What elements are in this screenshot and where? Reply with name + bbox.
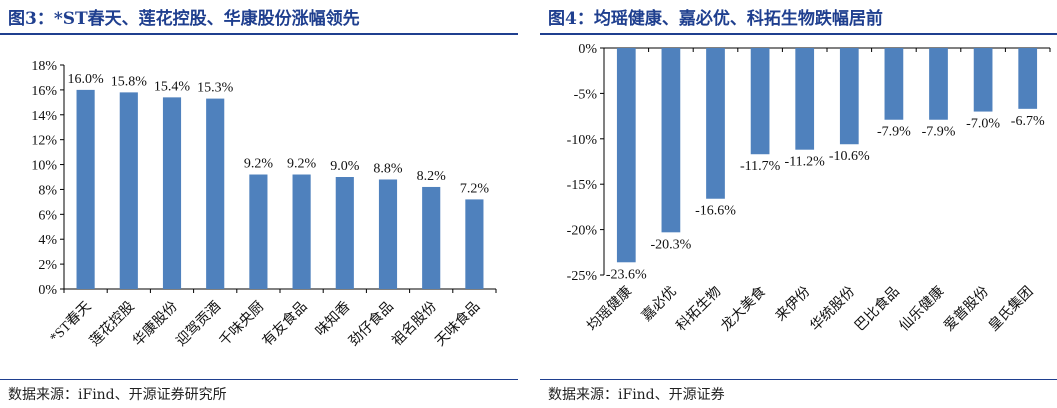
category-label: 皇氏集团 [985, 283, 1037, 335]
bar [884, 48, 904, 120]
y-tick-label: 4% [38, 233, 57, 248]
y-tick-label: -15% [567, 178, 598, 193]
category-label: 华统股份 [807, 284, 858, 335]
bar [119, 92, 138, 289]
y-tick-label: 14% [31, 109, 57, 124]
data-label: -11.7% [740, 159, 781, 174]
category-label: 华康股份 [129, 298, 181, 350]
y-tick-label: 2% [38, 258, 57, 273]
bar [973, 48, 993, 112]
chart-title: 图3：*ST春天、莲花控股、华康股份涨幅领先 [8, 9, 360, 29]
chart-title: 图4：均瑶健康、嘉必优、科拓生物跌幅居前 [548, 9, 883, 29]
data-label: 9.2% [244, 157, 274, 172]
data-label: -6.7% [1011, 114, 1045, 129]
category-label: 龙大美食 [717, 283, 769, 335]
data-label: 9.2% [287, 157, 317, 172]
bar [335, 177, 354, 289]
category-label: 莲花控股 [87, 299, 138, 350]
category-label: 千味央厨 [216, 299, 267, 350]
data-label: -16.6% [695, 204, 736, 219]
y-tick-label: 10% [31, 159, 57, 174]
data-label: -10.6% [829, 149, 870, 164]
bar [206, 98, 225, 289]
data-label: 15.3% [197, 81, 234, 96]
y-tick-label: 6% [38, 208, 57, 223]
y-tick-label: -10% [567, 133, 598, 148]
y-tick-label: 16% [31, 84, 57, 99]
data-label: -7.9% [877, 125, 911, 140]
y-tick-label: 0% [38, 283, 57, 298]
category-label: 来伊份 [773, 284, 814, 325]
chart-panel-right: 图4：均瑶健康、嘉必优、科拓生物跌幅居前 0% -5% -10% -15% -20% -2… [540, 0, 1057, 408]
chart-panel-left: 图3：*ST春天、莲花控股、华康股份涨幅领先 0% 2% 4% 6% 8% 10% 12% 1… [0, 0, 518, 408]
data-label: -23.6% [606, 267, 647, 282]
bar-chart-gainers: 0%2%4%6%8%10%12%14%16%18%16.0%*ST春天15.8%… [31, 59, 497, 350]
bar [378, 179, 398, 289]
category-label: 均瑶健康 [584, 283, 636, 335]
bar [929, 48, 948, 120]
y-tick-label: 8% [38, 183, 57, 198]
bar [249, 174, 268, 289]
source-note: 数据来源：iFind、开源证券 [548, 387, 725, 403]
source-note: 数据来源：iFind、开源证券研究所 [8, 387, 227, 403]
bar [422, 186, 441, 289]
category-label: 嘉必优 [639, 284, 680, 325]
y-tick-label: -5% [574, 87, 598, 102]
data-label: -20.3% [650, 237, 691, 252]
category-label: 迎驾贡酒 [173, 299, 224, 350]
category-label: 科拓生物 [673, 284, 724, 335]
bar [292, 174, 311, 289]
y-tick-label: -20% [567, 224, 598, 239]
category-label: 仙乐健康 [896, 283, 948, 335]
data-label: 16.0% [68, 72, 105, 87]
data-label: 7.2% [460, 181, 490, 196]
category-label: 味知香 [312, 298, 354, 340]
bar [706, 48, 725, 199]
category-label: 巴比食品 [851, 283, 903, 335]
y-tick-label: 12% [31, 134, 57, 149]
bar [616, 48, 636, 263]
category-label: 祖名股份 [389, 299, 440, 350]
data-label: -7.9% [922, 125, 956, 140]
data-label: 8.2% [417, 169, 447, 184]
data-label: 8.8% [373, 161, 403, 176]
category-label: 劲仔食品 [345, 298, 397, 350]
category-label: 爱普股份 [941, 284, 992, 335]
bar [162, 97, 182, 289]
category-label: 有友食品 [259, 298, 311, 350]
bar [795, 48, 815, 150]
data-label: -11.2% [785, 155, 826, 170]
bar [76, 89, 95, 289]
data-label: 15.8% [111, 74, 148, 89]
bar [465, 199, 484, 289]
source-rule [540, 379, 1057, 380]
source-rule [0, 379, 518, 380]
bar [661, 48, 681, 233]
category-label: 天味食品 [432, 298, 484, 350]
y-tick-label: 18% [31, 59, 57, 74]
data-label: -7.0% [966, 117, 1000, 132]
data-label: 15.4% [154, 79, 191, 94]
y-tick-label: 0% [578, 42, 597, 57]
bar [750, 48, 770, 155]
data-label: 9.0% [330, 159, 360, 174]
bar [1018, 48, 1038, 109]
bar-chart-losers: 0% -5% -10% -15% -20% -25% -23.6%均瑶健康 -20.3% 嘉必优… [567, 42, 1051, 335]
title-rule [540, 33, 1057, 35]
title-rule [0, 33, 518, 35]
bar [839, 48, 859, 145]
y-tick-label: -25% [567, 269, 598, 284]
